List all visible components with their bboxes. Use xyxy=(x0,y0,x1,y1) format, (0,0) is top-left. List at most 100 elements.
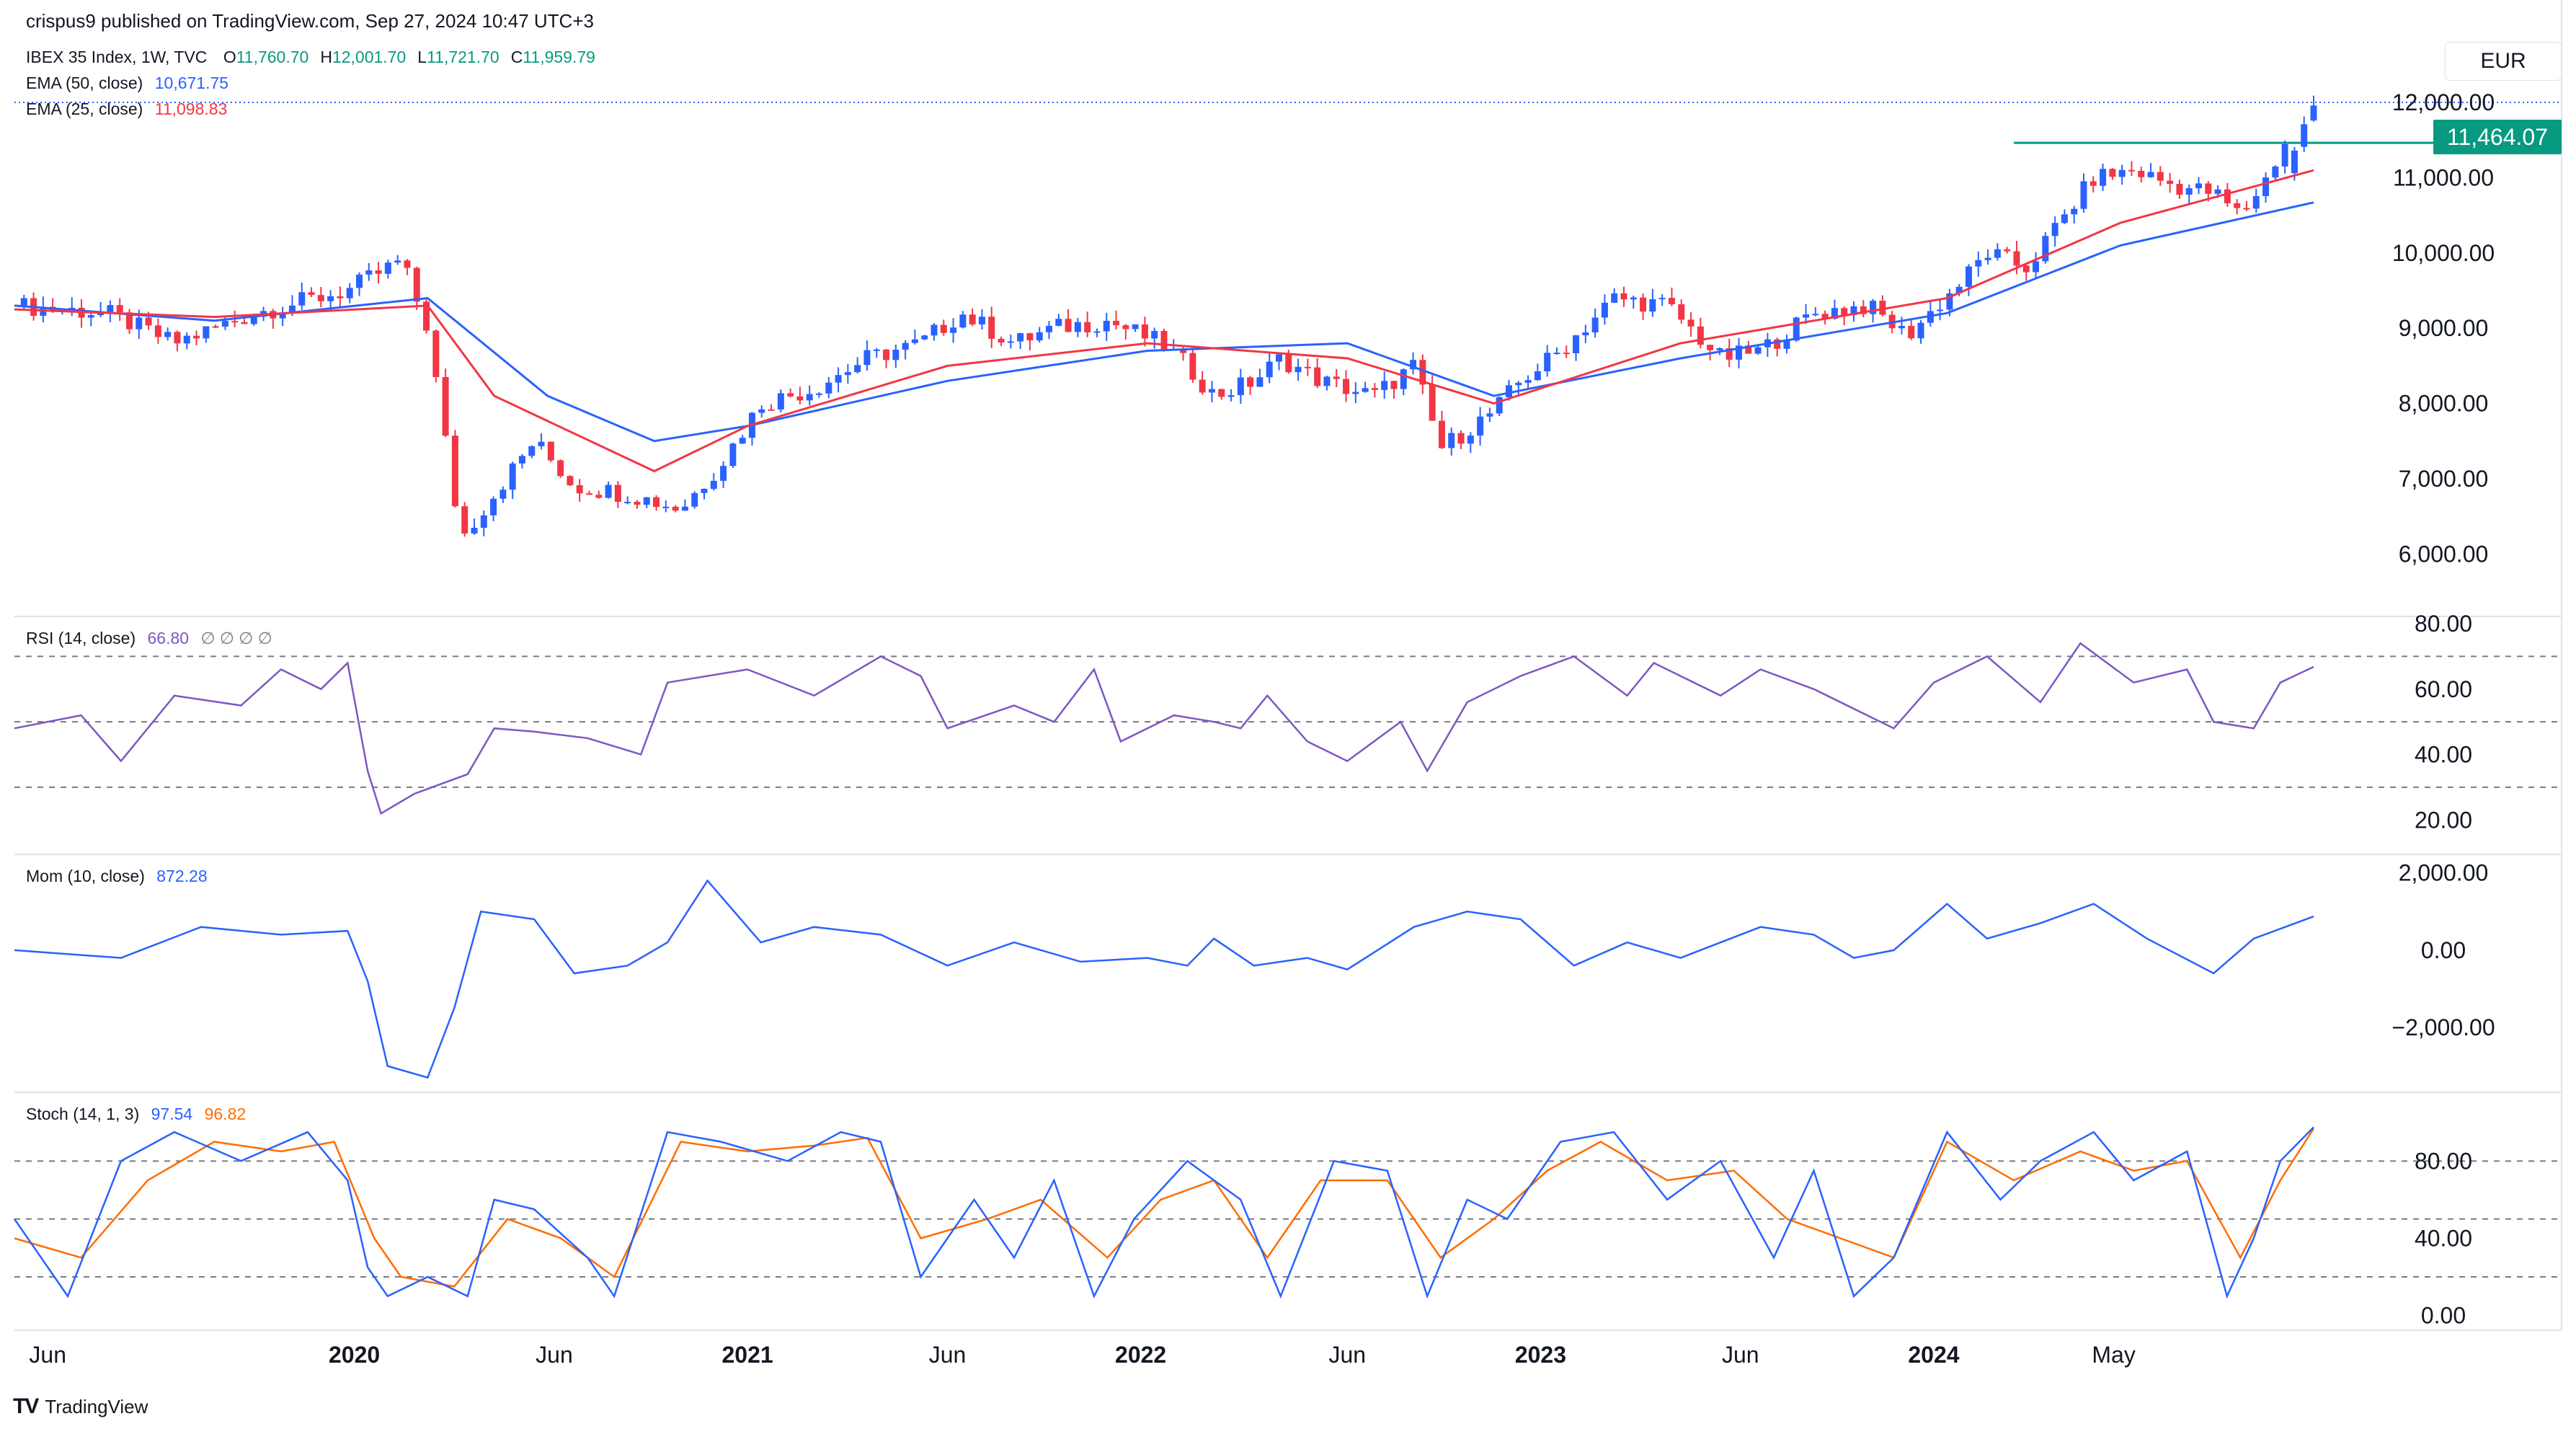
ohlc-key: L xyxy=(417,48,427,66)
symbol-legend[interactable]: IBEX 35 Index, 1W, TVC O11,760.70 H12,001… xyxy=(26,48,595,67)
candle-up xyxy=(681,506,688,511)
stochastic-legend[interactable]: Stoch (14, 1, 3) 97.54 96.82 xyxy=(26,1105,246,1124)
candle-down xyxy=(2224,189,2231,203)
candle-up xyxy=(806,394,813,401)
candle-up xyxy=(2262,177,2270,196)
candle-down xyxy=(308,292,315,296)
candle-up xyxy=(1630,297,1637,300)
candle-up xyxy=(959,314,967,328)
candle-down xyxy=(241,322,248,324)
candle-up xyxy=(528,446,536,456)
candle-down xyxy=(2022,265,2030,273)
candle-down xyxy=(145,317,152,326)
candle-up xyxy=(844,372,851,376)
candle-down xyxy=(1687,319,1695,327)
price-axis-tick: 11,000.00 xyxy=(2393,165,2494,191)
candle-down xyxy=(1343,379,1350,394)
candle-down xyxy=(2004,249,2011,252)
candle-down xyxy=(413,267,420,302)
candle-down xyxy=(1668,298,1675,305)
candle-down xyxy=(2109,169,2116,177)
candle-up xyxy=(20,298,27,306)
momentum-pane[interactable] xyxy=(14,879,2314,1079)
candle-up xyxy=(816,393,822,395)
ema50-legend[interactable]: EMA (50, close) 10,671.75 xyxy=(26,74,228,93)
ohlc-value: 11,721.70 xyxy=(427,48,499,66)
time-axis-label: 2024 xyxy=(1908,1342,1959,1368)
momentum-legend[interactable]: Mom (10, close) 872.28 xyxy=(26,867,208,886)
candle-down xyxy=(1160,330,1168,351)
time-axis-label: 2023 xyxy=(1515,1342,1566,1368)
stoch-axis-tick: 80.00 xyxy=(2415,1148,2472,1174)
candle-up xyxy=(950,327,957,333)
candle-down xyxy=(586,493,592,495)
candle-up xyxy=(1036,332,1043,341)
candle-up xyxy=(777,393,784,410)
momentum-label: Mom (10, close) xyxy=(26,867,145,885)
candle-up xyxy=(346,288,353,298)
candle-down xyxy=(337,296,344,298)
candle-down xyxy=(1726,348,1733,360)
candle-up xyxy=(1946,293,1953,310)
momentum-line xyxy=(14,879,2314,1079)
candle-up xyxy=(1783,340,1790,349)
candle-up xyxy=(643,497,650,505)
candle-up xyxy=(1937,309,1944,311)
candle-up xyxy=(825,382,832,394)
ema50-label: EMA (50, close) xyxy=(26,74,143,92)
candle-down xyxy=(2234,203,2241,208)
candle-up xyxy=(203,326,210,339)
candle-up xyxy=(1658,298,1666,300)
time-axis-label: May xyxy=(2092,1342,2135,1368)
candle-up xyxy=(605,485,612,498)
axes: 12,000.00 11,000.00 10,000.00 9,000.00 8,000… xyxy=(29,89,2495,1368)
candle-down xyxy=(883,349,890,360)
ema25-label: EMA (25, close) xyxy=(26,99,143,118)
candle-down xyxy=(1304,366,1311,368)
ohlc-key: O xyxy=(223,48,236,66)
candle-up xyxy=(1323,376,1331,386)
candle-up xyxy=(1017,333,1024,342)
candle-up xyxy=(288,305,296,314)
candle-up xyxy=(1716,348,1723,350)
candle-down xyxy=(1247,377,1254,387)
stochastic-pane[interactable] xyxy=(13,1126,2562,1299)
candle-down xyxy=(2157,172,2164,181)
candle-up xyxy=(1400,369,1407,389)
ema50-value: 10,671.75 xyxy=(154,74,229,92)
candle-up xyxy=(394,260,401,263)
candle-up xyxy=(729,443,737,466)
candle-down xyxy=(1620,293,1627,300)
candle-down xyxy=(1390,381,1398,389)
candle-up xyxy=(873,349,880,351)
candle-up xyxy=(518,456,525,464)
candle-down xyxy=(1821,314,1829,319)
rsi-pane[interactable] xyxy=(14,642,2562,815)
candle-down xyxy=(461,506,468,534)
ema25-legend[interactable]: EMA (25, close) 11,098.83 xyxy=(26,99,227,119)
stoch-k-line xyxy=(13,1126,2314,1299)
candle-up xyxy=(471,528,478,534)
rsi-legend[interactable]: RSI (14, close) 66.80 ∅ ∅ ∅ ∅ xyxy=(26,629,272,648)
candle-up xyxy=(1544,353,1551,372)
candle-up xyxy=(1486,413,1493,417)
candle-down xyxy=(231,321,239,323)
candle-down xyxy=(595,495,603,498)
tradingview-brand[interactable]: TV TradingView xyxy=(13,1394,148,1419)
candle-up xyxy=(1055,319,1062,326)
candle-down xyxy=(2243,208,2250,210)
candle-down xyxy=(2167,180,2174,185)
candle-up xyxy=(1151,330,1158,339)
pane-separators xyxy=(14,0,2562,1331)
candle-up xyxy=(1966,266,1972,287)
candle-down xyxy=(1113,320,1120,326)
candle-up xyxy=(490,498,497,516)
candle-down xyxy=(768,409,775,411)
price-pane[interactable] xyxy=(14,95,2562,537)
time-axis-label: Jun xyxy=(929,1342,967,1368)
candle-down xyxy=(1678,304,1685,320)
candle-up xyxy=(1850,306,1857,316)
candle-up xyxy=(2281,143,2288,167)
currency-badge[interactable]: EUR xyxy=(2445,42,2562,81)
candle-up xyxy=(2252,195,2260,209)
